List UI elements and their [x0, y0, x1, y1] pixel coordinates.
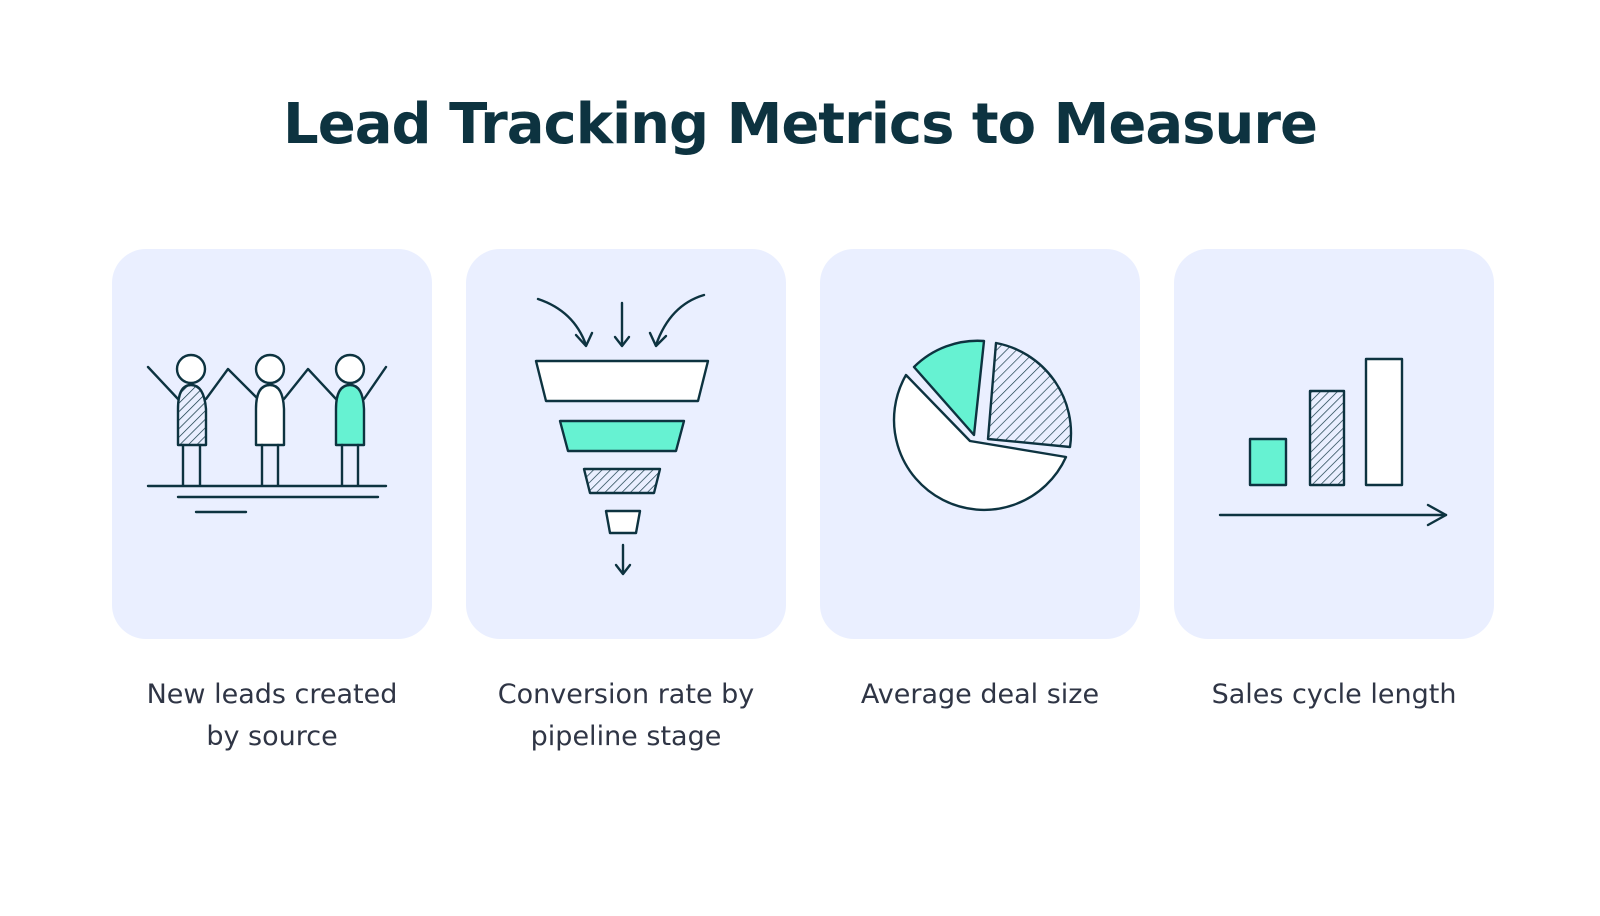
metric-label-conversion-rate: Conversion rate by pipeline stage [497, 679, 755, 752]
metric-card-sales-cycle-length [1174, 249, 1494, 639]
metric-label-average-deal-size: Average deal size [860, 679, 1100, 710]
page-title: Lead Tracking Metrics to Measure [283, 92, 1318, 157]
metric-card-new-leads [112, 249, 432, 639]
metric-label-new-leads: New leads created by source [146, 679, 398, 752]
sales-funnel-icon [534, 293, 710, 576]
metric-card-conversion-rate [466, 249, 786, 639]
people-cheering-icon [146, 353, 388, 514]
metric-card-average-deal-size [820, 249, 1140, 639]
bar-chart-growth-icon [1218, 357, 1448, 527]
pie-chart-icon [892, 339, 1073, 512]
metrics-row: New leads created by source Conversion r… [112, 249, 1496, 752]
metric-label-sales-cycle-length: Sales cycle length [1211, 679, 1457, 710]
